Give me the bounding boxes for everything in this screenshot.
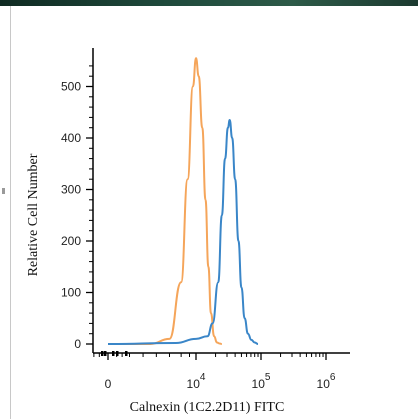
x-tick-exponent: 5 [265,372,271,383]
series-1-line [107,118,259,345]
x-dense-tick [116,351,119,356]
series-0-line [107,57,222,346]
x-tick-exponent: 6 [330,372,336,383]
y-tick-label: 100 [61,286,81,300]
x-tick-label: 105 [252,372,271,391]
x-dense-tick [101,351,104,356]
x-dense-tick [104,351,107,356]
y-axis-title: Relative Cell Number [26,153,41,276]
x-dense-tick [112,351,115,356]
x-dense-tick [125,351,128,356]
x-tick-label: 106 [317,372,336,391]
y-tick-label: 200 [61,234,81,248]
edge-marker [2,188,5,194]
y-tick-label: 300 [61,183,81,197]
x-tick-label: 104 [187,372,206,391]
x-axis-title: Calnexin (1C2.2D11) FITC [130,400,285,415]
y-tick-label: 400 [61,131,81,145]
panel-frame [10,6,418,419]
axes: 0 100 200 300 400 500 0 104 105 106 [61,48,350,391]
series-layer [107,57,259,346]
y-tick-label: 0 [74,337,81,351]
top-banner-strip [0,0,418,6]
x-tick-label: 0 [105,377,112,391]
y-tick-label: 500 [61,80,81,94]
x-tick-exponent: 4 [200,372,206,383]
